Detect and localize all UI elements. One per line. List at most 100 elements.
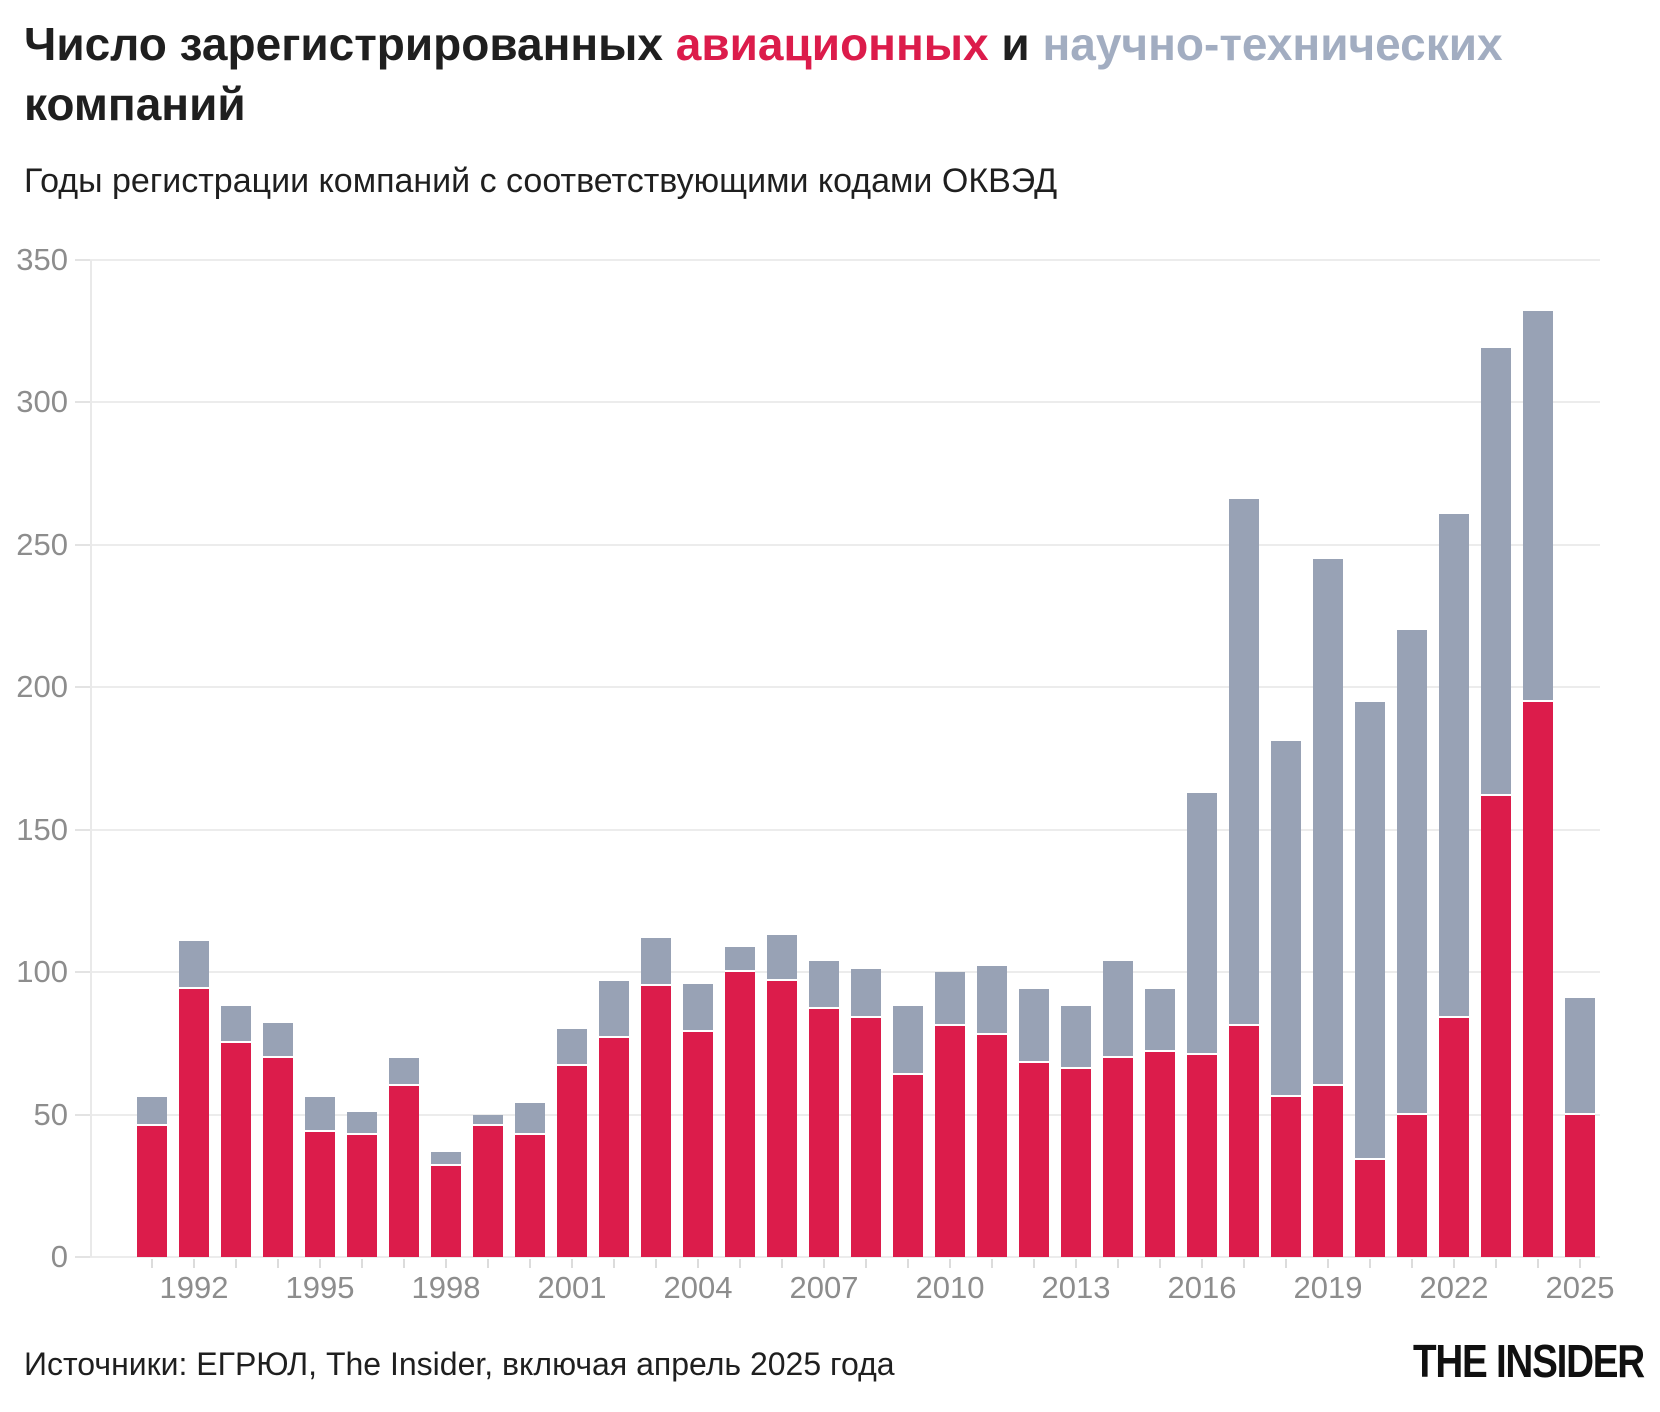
bar-2005-scitech-segment <box>725 946 755 973</box>
y-tick-100 <box>75 971 90 974</box>
x-tick-2015 <box>1159 1259 1161 1268</box>
x-tick-1992 <box>193 1259 195 1268</box>
bar-1998-scitech-segment <box>431 1151 461 1166</box>
x-tick-2013 <box>1075 1259 1077 1268</box>
x-axis-label-1995: 1995 <box>285 1270 355 1305</box>
bar-2019-scitech-segment <box>1313 559 1343 1087</box>
bar-2002-aviation-segment <box>599 1037 629 1257</box>
x-tick-2024 <box>1537 1259 1539 1268</box>
bar-2010-scitech-segment <box>935 972 965 1027</box>
y-tick-350 <box>75 259 90 261</box>
x-axis-label-2022: 2022 <box>1419 1270 1489 1305</box>
bar-1994-aviation-segment <box>263 1057 293 1257</box>
bar-1999-aviation-segment <box>473 1125 503 1257</box>
bar-2003-scitech-segment <box>641 937 671 987</box>
gridline-300 <box>90 401 1600 404</box>
bar-2013-aviation-segment <box>1061 1068 1091 1257</box>
bar-2018-scitech-segment <box>1271 741 1301 1098</box>
bar-2020-scitech-segment <box>1355 701 1385 1161</box>
bar-2002-scitech-segment <box>599 980 629 1038</box>
x-axis-label-2016: 2016 <box>1167 1270 1237 1305</box>
bar-2021-scitech-segment <box>1397 630 1427 1115</box>
y-tick-0 <box>75 1256 90 1258</box>
x-tick-1994 <box>277 1259 279 1268</box>
y-tick-200 <box>75 686 90 689</box>
y-tick-250 <box>75 543 90 546</box>
bar-2004-aviation-segment <box>683 1031 713 1257</box>
x-tick-2022 <box>1453 1259 1455 1268</box>
bar-2008-scitech-segment <box>851 969 881 1018</box>
bar-1999-scitech-segment <box>473 1114 503 1126</box>
bar-2009-scitech-segment <box>893 1006 923 1075</box>
title-aviation-word: авиационных <box>675 18 989 70</box>
gridline-250 <box>90 543 1600 546</box>
y-axis-label-150: 150 <box>16 811 68 847</box>
x-tick-2009 <box>907 1259 909 1268</box>
bar-2011-aviation-segment <box>977 1034 1007 1257</box>
bar-2023-aviation-segment <box>1481 795 1511 1257</box>
bar-2000-aviation-segment <box>515 1134 545 1257</box>
bar-2015-scitech-segment <box>1145 989 1175 1052</box>
page-title: Число зарегистрированных авиационных и н… <box>24 14 1544 134</box>
x-tick-2018 <box>1285 1259 1287 1268</box>
bar-1997-aviation-segment <box>389 1086 419 1257</box>
x-tick-2008 <box>865 1259 867 1268</box>
title-conjunction: и <box>1001 18 1030 70</box>
y-axis-label-0: 0 <box>50 1239 68 1274</box>
bar-2004-scitech-segment <box>683 983 713 1032</box>
gridline-100 <box>90 971 1600 974</box>
x-tick-2000 <box>529 1259 531 1268</box>
gridline-150 <box>90 828 1600 831</box>
bar-1998-aviation-segment <box>431 1165 461 1257</box>
y-tick-50 <box>75 1113 90 1116</box>
x-axis-label-1992: 1992 <box>159 1270 229 1305</box>
x-tick-2020 <box>1369 1259 1371 1268</box>
bar-1992-aviation-segment <box>179 989 209 1257</box>
x-tick-2003 <box>655 1259 657 1268</box>
x-tick-2017 <box>1243 1259 1245 1268</box>
bar-2001-scitech-segment <box>557 1029 587 1067</box>
bar-1995-aviation-segment <box>305 1131 335 1257</box>
bar-2024-aviation-segment <box>1523 701 1553 1257</box>
bar-2012-aviation-segment <box>1019 1063 1049 1257</box>
gridline-350 <box>90 259 1600 261</box>
bar-2017-scitech-segment <box>1229 499 1259 1027</box>
y-axis-label-200: 200 <box>16 669 68 705</box>
bar-2001-aviation-segment <box>557 1066 587 1257</box>
bar-1996-scitech-segment <box>347 1111 377 1135</box>
x-tick-2011 <box>991 1259 993 1268</box>
x-tick-2025 <box>1579 1259 1581 1268</box>
bar-2009-aviation-segment <box>893 1074 923 1257</box>
bar-1994-scitech-segment <box>263 1023 293 1058</box>
bar-2021-aviation-segment <box>1397 1114 1427 1257</box>
bar-2020-aviation-segment <box>1355 1160 1385 1257</box>
y-axis-label-100: 100 <box>16 954 68 990</box>
bar-2024-scitech-segment <box>1523 311 1553 702</box>
bar-2011-scitech-segment <box>977 966 1007 1035</box>
x-tick-1991 <box>151 1259 153 1268</box>
x-tick-2016 <box>1201 1259 1203 1268</box>
x-tick-1996 <box>361 1259 363 1268</box>
bar-2003-aviation-segment <box>641 986 671 1257</box>
x-axis-label-2004: 2004 <box>663 1270 733 1305</box>
y-axis-label-250: 250 <box>16 526 68 562</box>
x-tick-2014 <box>1117 1259 1119 1268</box>
x-tick-1999 <box>487 1259 489 1268</box>
x-axis-label-2001: 2001 <box>537 1270 607 1305</box>
x-tick-2006 <box>781 1259 783 1268</box>
bar-2007-scitech-segment <box>809 960 839 1010</box>
title-part-1: Число зарегистрированных <box>24 18 664 70</box>
bar-2015-aviation-segment <box>1145 1051 1175 1257</box>
bar-2022-aviation-segment <box>1439 1017 1469 1257</box>
x-tick-2019 <box>1327 1259 1329 1268</box>
x-tick-2005 <box>739 1259 741 1268</box>
bar-2022-scitech-segment <box>1439 513 1469 1018</box>
bar-2013-scitech-segment <box>1061 1006 1091 1069</box>
bar-2018-aviation-segment <box>1271 1097 1301 1257</box>
gridline-50 <box>90 1113 1600 1116</box>
bar-2025-aviation-segment <box>1565 1114 1595 1257</box>
bar-2016-scitech-segment <box>1187 792 1217 1055</box>
bar-1992-scitech-segment <box>179 940 209 990</box>
bar-1991-scitech-segment <box>137 1097 167 1126</box>
x-tick-2001 <box>571 1259 573 1268</box>
